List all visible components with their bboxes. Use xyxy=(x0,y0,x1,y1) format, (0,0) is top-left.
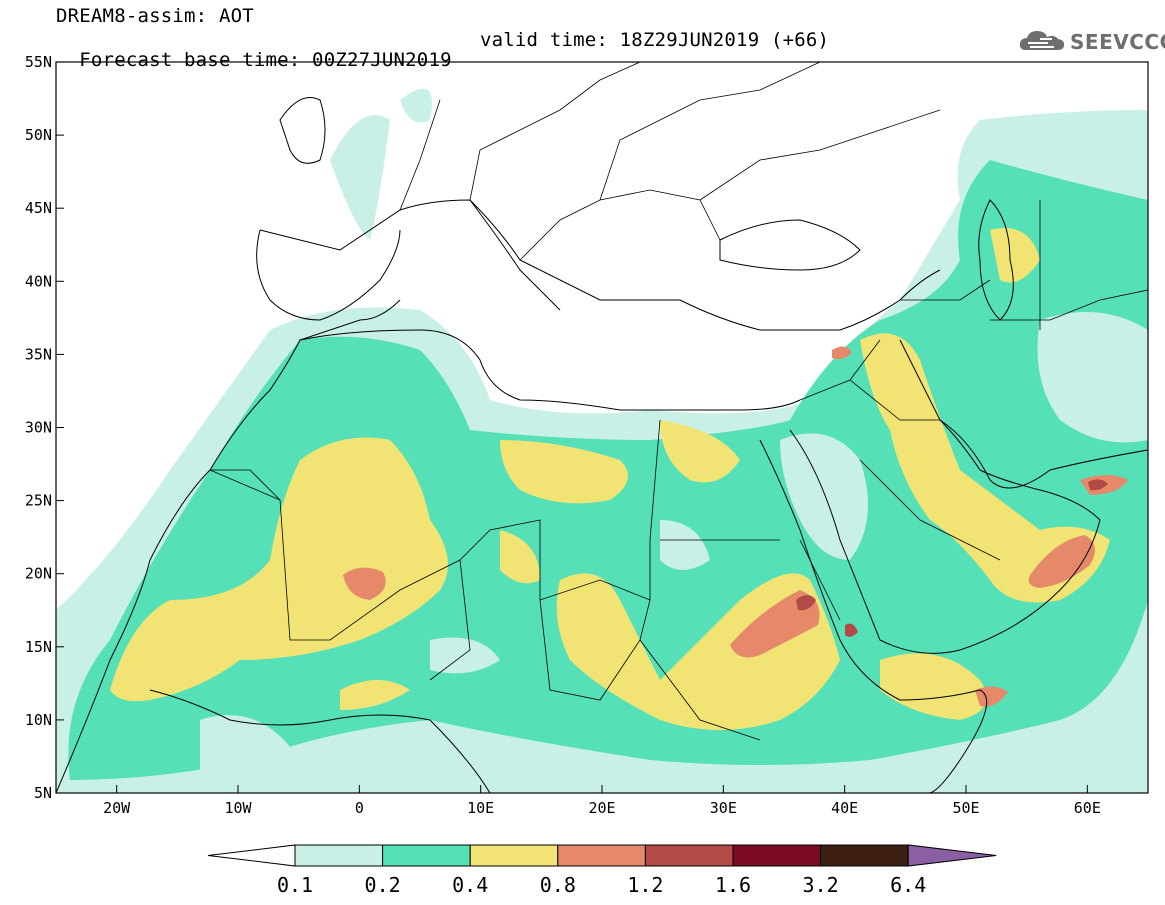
colorbar-swatch xyxy=(732,844,822,867)
seevccc-logo: SEEVCCC xyxy=(1018,28,1165,54)
map-title: DREAM8-assim: AOT xyxy=(56,5,254,27)
coast-british-isles xyxy=(279,97,326,164)
aot-band-0.4c xyxy=(860,333,1110,603)
lon-label: 20W xyxy=(103,799,131,817)
coast-gulf-guinea xyxy=(149,689,491,793)
lat-label: 15N xyxy=(25,638,52,656)
colorbar-label: 1.2 xyxy=(627,873,664,897)
borders-africa xyxy=(209,419,841,741)
valid-time-text: valid time: 18Z29JUN2019 (+66) xyxy=(480,29,830,51)
lon-label: 40E xyxy=(831,799,858,817)
lat-label: 5N xyxy=(34,784,52,802)
colorbar-low-arrow xyxy=(207,844,296,867)
aot-band-0.8b xyxy=(730,590,820,658)
lat-label: 40N xyxy=(25,272,52,290)
aot-band-0.1c xyxy=(200,312,1148,793)
coast-west-africa xyxy=(56,299,401,793)
colorbar-label: 3.2 xyxy=(802,873,839,897)
coast-red-sea xyxy=(759,439,988,793)
coast-north-africa xyxy=(299,329,801,411)
lon-label: 20E xyxy=(588,799,615,817)
lon-label: 60E xyxy=(1074,799,1101,817)
colorbar-label: 0.4 xyxy=(452,873,489,897)
coast-europe xyxy=(259,199,941,331)
colorbar xyxy=(207,844,997,867)
lat-label: 25N xyxy=(25,492,52,510)
lon-label: 30E xyxy=(710,799,737,817)
aot-band-0.4d xyxy=(340,228,1040,720)
colorbar-label: 1.6 xyxy=(714,873,752,897)
axis-labels: 20W 10W 0 10E 20E 30E 40E 50E 60E 55N 50N 45N 40N 35N… xyxy=(25,53,1101,817)
aot-field xyxy=(56,88,1148,793)
lon-label: 10E xyxy=(467,799,494,817)
colorbar-swatch xyxy=(820,844,909,867)
aot-band-0.4 xyxy=(110,437,448,702)
lat-label: 55N xyxy=(25,53,52,71)
colorbar-swatch xyxy=(382,844,471,867)
borders-middle-east xyxy=(799,200,1148,561)
lat-label: 20N xyxy=(25,565,52,583)
coast-arabia xyxy=(789,339,1101,654)
colorbar-label: 0.1 xyxy=(276,873,314,897)
lon-label: 0 xyxy=(355,799,364,817)
lat-label: 50N xyxy=(25,126,52,144)
coastlines xyxy=(56,62,1148,793)
coast-italy xyxy=(469,199,561,311)
lat-label: 35N xyxy=(25,345,52,363)
lon-label: 50E xyxy=(952,799,979,817)
colorbar-label: 0.2 xyxy=(364,873,401,897)
colorbar-swatch xyxy=(469,844,559,867)
axis-ticks xyxy=(56,61,1088,794)
cloud-icon xyxy=(1019,31,1065,50)
colorbar-swatch xyxy=(644,844,734,867)
borders-europe xyxy=(399,62,941,261)
coast-persian-gulf xyxy=(939,419,1148,489)
lon-label: 10W xyxy=(224,799,252,817)
colorbar-label: 6.4 xyxy=(890,873,927,897)
lat-label: 30N xyxy=(25,419,52,437)
colorbar-swatch xyxy=(557,844,646,867)
base-time-text: Forecast base time: 00Z27JUN2019 xyxy=(79,49,452,71)
colorbar-high-arrow xyxy=(907,844,997,867)
aot-band-0.1b xyxy=(330,88,432,240)
colorbar-label: 0.8 xyxy=(539,873,576,897)
colorbar-swatch xyxy=(294,844,384,867)
logo-text: SEEVCCC xyxy=(1070,30,1165,54)
coast-black-sea xyxy=(719,219,861,271)
lat-label: 10N xyxy=(25,711,52,729)
coast-iberia xyxy=(256,229,401,321)
base-time-label: Forecast base time: 00Z27JUN2019 valid t… xyxy=(56,30,829,90)
lat-label: 45N xyxy=(25,199,52,217)
aot-band-0.8 xyxy=(343,567,386,600)
